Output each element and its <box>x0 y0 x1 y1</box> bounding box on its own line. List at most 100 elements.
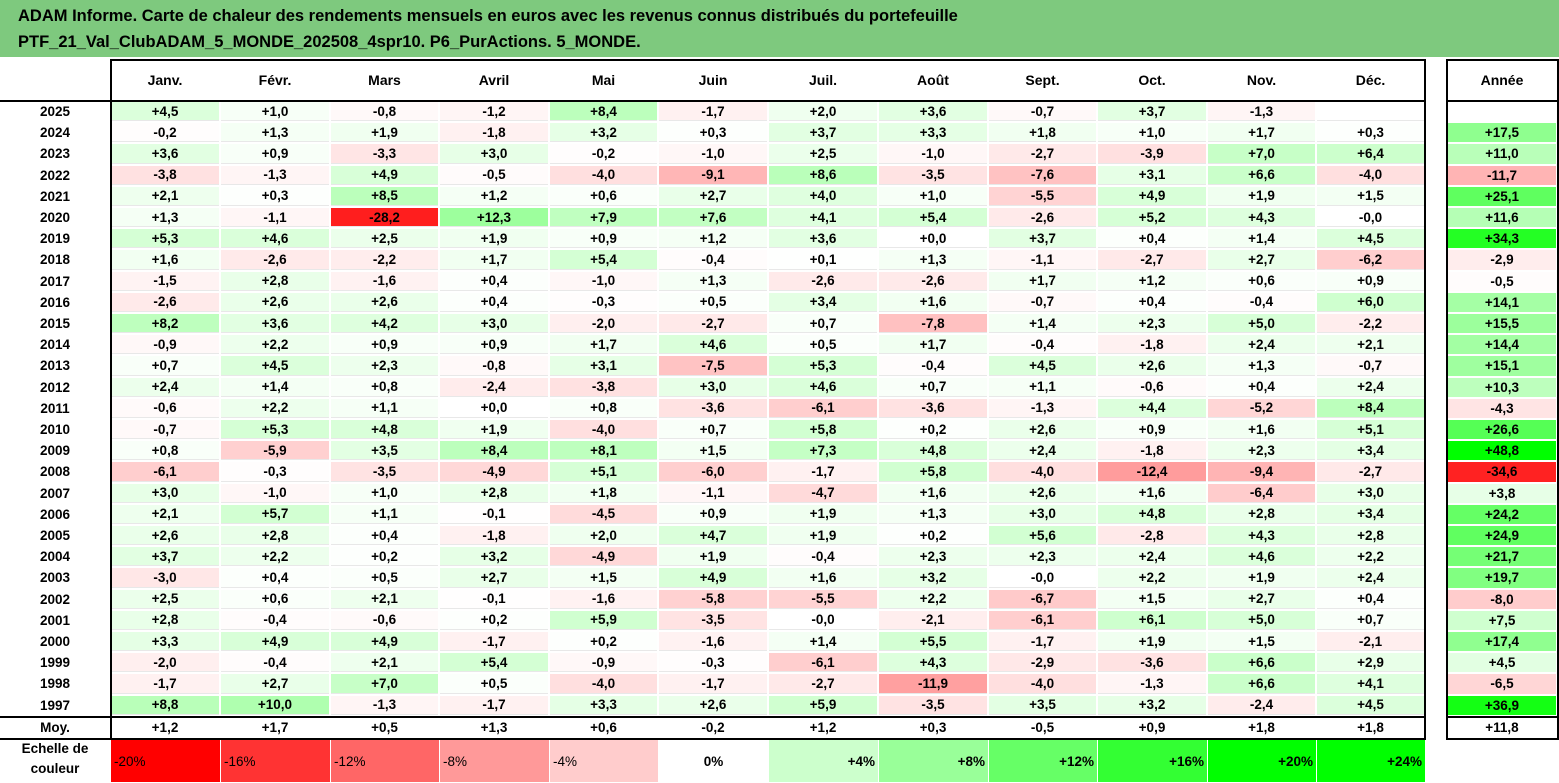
heatmap-cell: -0,3 <box>659 653 767 673</box>
annual-cell: +17,5 <box>1448 123 1556 143</box>
heatmap-cell: -0,1 <box>440 589 548 609</box>
heatmap-cell: -0,9 <box>550 653 657 673</box>
chart-title-line-2: PTF_21_Val_ClubADAM_5_MONDE_202508_4spr1… <box>18 33 641 51</box>
heatmap-cell: +3,5 <box>989 695 1096 715</box>
heatmap-cell: +3,2 <box>550 123 657 143</box>
heatmap-cell: -3,0 <box>111 568 219 588</box>
heatmap-cell: +3,7 <box>769 123 877 143</box>
heatmap-cell: +4,4 <box>1098 398 1206 418</box>
annual-cell: +26,6 <box>1448 420 1556 440</box>
year-label: 2025 <box>39 104 71 120</box>
heatmap-cell: +0,6 <box>1208 271 1315 291</box>
heatmap-cell: -3,6 <box>879 398 987 418</box>
heatmap-cell: -4,0 <box>989 674 1096 694</box>
year-label: 1999 <box>39 655 71 671</box>
heatmap-cell: +2,6 <box>659 695 767 715</box>
year-label: 2005 <box>39 528 71 544</box>
heatmap-cell: +1,2 <box>659 229 767 249</box>
heatmap-cell: +4,2 <box>331 314 438 334</box>
year-label: 2003 <box>39 570 71 586</box>
heatmap-cell: -3,8 <box>111 165 219 185</box>
month-header: Juin <box>698 72 728 88</box>
heatmap-cell: -1,3 <box>989 398 1096 418</box>
heatmap-cell: +1,6 <box>1098 483 1206 503</box>
heatmap-cell: -1,7 <box>659 102 767 122</box>
year-label: 2015 <box>39 316 71 332</box>
annual-cell: +15,5 <box>1448 314 1556 334</box>
heatmap-cell: +4,1 <box>1317 674 1424 694</box>
heatmap-cell: -0,2 <box>111 123 219 143</box>
heatmap-cell: +4,8 <box>1098 504 1206 524</box>
heatmap-cell: +1,7 <box>879 335 987 355</box>
scale-label-line-2: couleur <box>30 761 80 776</box>
heatmap-cell: -2,4 <box>440 377 548 397</box>
heatmap-cell: +5,3 <box>221 420 329 440</box>
heatmap-cell: -1,1 <box>221 208 329 228</box>
heatmap-cell: -3,8 <box>550 377 657 397</box>
heatmap-cell: +0,3 <box>221 186 329 206</box>
heatmap-cell <box>1317 102 1424 122</box>
heatmap-cell: -5,5 <box>769 589 877 609</box>
heatmap-cell: -0,0 <box>989 568 1096 588</box>
year-label: 2020 <box>39 210 71 226</box>
month-header: Nov. <box>1246 72 1277 88</box>
grid-line <box>1424 59 1426 738</box>
heatmap-cell: +1,9 <box>331 123 438 143</box>
heatmap-cell: -1,8 <box>1098 441 1206 461</box>
heatmap-cell: +0,9 <box>1098 420 1206 440</box>
heatmap-cell: +1,2 <box>440 186 548 206</box>
heatmap-cell: -0,4 <box>989 335 1096 355</box>
heatmap-cell: -2,0 <box>111 653 219 673</box>
heatmap-cell: +4,9 <box>1098 186 1206 206</box>
heatmap-cell: +1,2 <box>769 717 877 737</box>
grid-line <box>110 59 112 738</box>
month-header: Août <box>917 72 949 88</box>
heatmap-cell: +5,4 <box>550 250 657 270</box>
heatmap-cell: +0,8 <box>331 377 438 397</box>
heatmap-cell: -6,4 <box>1208 483 1315 503</box>
annual-cell: -34,6 <box>1448 462 1556 482</box>
heatmap-cell: +0,2 <box>331 547 438 567</box>
scale-swatch: +4% <box>769 740 878 782</box>
heatmap-cell: +4,6 <box>1208 547 1315 567</box>
heatmap-cell: -2,2 <box>331 250 438 270</box>
heatmap-cell: -2,4 <box>1208 695 1315 715</box>
grid-line <box>1446 738 1559 740</box>
heatmap-cell: +0,5 <box>331 568 438 588</box>
annual-cell: +11,8 <box>1448 717 1556 737</box>
heatmap-cell: +2,3 <box>989 547 1096 567</box>
heatmap-cell: +8,4 <box>550 102 657 122</box>
heatmap-cell: -4,0 <box>550 420 657 440</box>
heatmap-cell: +3,2 <box>1098 695 1206 715</box>
heatmap-cell: -1,7 <box>659 674 767 694</box>
heatmap-cell: +0,8 <box>550 398 657 418</box>
heatmap-cell: -1,3 <box>331 695 438 715</box>
heatmap-cell: +3,4 <box>1317 504 1424 524</box>
heatmap-cell: +5,6 <box>989 526 1096 546</box>
grid-line <box>1446 59 1559 61</box>
annual-cell: +4,5 <box>1448 653 1556 673</box>
heatmap-cell: +5,1 <box>1317 420 1424 440</box>
heatmap-cell: +2,3 <box>1098 314 1206 334</box>
heatmap-cell: +2,8 <box>1317 526 1424 546</box>
scale-swatch: +8% <box>879 740 988 782</box>
heatmap-cell: +1,5 <box>659 441 767 461</box>
annual-cell: -8,0 <box>1448 589 1556 609</box>
heatmap-cell: -5,5 <box>989 186 1096 206</box>
heatmap-cell: +3,6 <box>879 102 987 122</box>
heatmap-cell: -0,4 <box>221 653 329 673</box>
year-label: 2018 <box>39 252 71 268</box>
year-label: 1997 <box>39 697 71 713</box>
annual-cell: +11,0 <box>1448 144 1556 164</box>
heatmap-cell: -0,0 <box>1317 208 1424 228</box>
heatmap-cell: +0,0 <box>879 229 987 249</box>
heatmap-cell: +2,3 <box>879 547 987 567</box>
heatmap-cell: -3,5 <box>659 610 767 630</box>
heatmap-cell: +1,5 <box>1317 186 1424 206</box>
annual-cell: +19,7 <box>1448 568 1556 588</box>
heatmap-cell: +0,9 <box>659 504 767 524</box>
heatmap-cell: +5,9 <box>769 695 877 715</box>
scale-swatch: +16% <box>1098 740 1207 782</box>
heatmap-cell: -5,8 <box>659 589 767 609</box>
heatmap-cell: -2,6 <box>879 271 987 291</box>
